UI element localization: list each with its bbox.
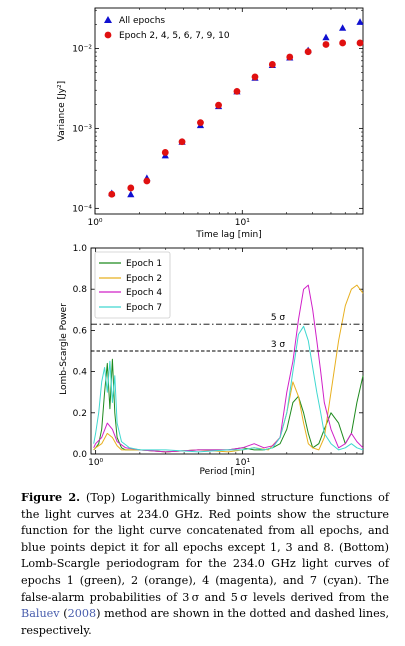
caption-label: Figure 2.: [21, 490, 81, 504]
point-epoch-subset: [233, 87, 241, 95]
point-epoch-subset: [251, 73, 259, 81]
three-sigma-label: 3 σ: [271, 340, 286, 350]
point-epoch-subset: [322, 41, 330, 48]
point-epoch-subset: [356, 39, 364, 47]
bottom-y-tick-label: 1.0: [73, 244, 88, 254]
citation-open-paren: (: [59, 607, 68, 621]
bottom-y-tick-label: 0.2: [73, 409, 87, 419]
bottom-legend: Epoch 1 Epoch 2 Epoch 4 Epoch 7: [94, 251, 171, 319]
five-sigma-label: 5 σ: [271, 313, 286, 323]
point-epoch-subset: [197, 119, 204, 127]
structure-function-panel: 10⁰ 10¹ 10⁻⁴ 10⁻³ 10⁻² Time lag [min] Varian…: [57, 7, 364, 240]
legend-epoch-subset: Epoch 2, 4, 5, 6, 7, 9, 10: [119, 31, 230, 41]
bottom-y-tick-label: 0.0: [73, 450, 88, 460]
bottom-x-tick-label: 10⁰: [88, 458, 103, 468]
bottom-series-lines: [93, 284, 364, 453]
periodogram-panel: 10⁰ 10¹ 0.0 0.2 0.4 0.6 0.8 1.0 5 σ 3 σ Period […: [59, 244, 364, 477]
top-legend: All epochs Epoch 2, 4, 5, 6, 7, 9, 10: [104, 16, 230, 41]
point-epoch-subset: [161, 149, 169, 156]
bottom-y-axis-label: Lomb-Scargle Power: [59, 303, 69, 395]
point-epoch-subset: [339, 39, 347, 47]
citation-close-paren: ): [96, 607, 101, 621]
figure-canvas: 10⁰ 10¹ 10⁻⁴ 10⁻³ 10⁻² Time lag [min] Varian…: [57, 7, 364, 477]
bottom-x-axis-label: Period [min]: [200, 467, 255, 477]
bottom-y-tick-label: 0.8: [73, 285, 88, 295]
point-all-epochs: [339, 24, 347, 31]
point-epoch-subset: [304, 48, 312, 56]
bottom-x-tick-label: 10¹: [235, 458, 250, 468]
top-ticks: 10⁰ 10¹ 10⁻⁴ 10⁻³ 10⁻²: [72, 8, 363, 228]
citation-link-author[interactable]: Baluev: [21, 607, 60, 621]
bottom-ticks: 10⁰ 10¹ 0.0 0.2 0.4 0.6 0.8 1.0: [73, 244, 363, 468]
point-all-epochs: [127, 190, 135, 198]
significance-lines: 5 σ 3 σ: [91, 313, 363, 352]
top-y-axis-label: Variance [Jy²]: [57, 81, 67, 141]
bottom-y-tick-label: 0.6: [73, 326, 88, 336]
top-axes-frame: [94, 7, 364, 215]
point-all-epochs: [356, 18, 364, 25]
legend-box: [94, 251, 171, 319]
legend-epoch-1: Epoch 1: [126, 259, 162, 269]
top-y-tick-label: 10⁻⁴: [72, 204, 92, 214]
point-epoch-subset: [215, 101, 222, 109]
series-line-epoch-7: [93, 325, 364, 453]
top-x-tick-label: 10¹: [235, 218, 250, 228]
legend-triangle-marker: [104, 16, 112, 23]
caption-text-1: (Top) Logarithmically binned structure f…: [21, 491, 389, 604]
top-y-tick-label: 10⁻²: [72, 44, 92, 54]
point-epoch-subset: [178, 138, 186, 146]
point-epoch-subset: [286, 53, 294, 61]
legend-epoch-4: Epoch 4: [126, 288, 162, 298]
figure-caption: Figure 2. (Top) Logarithmically binned s…: [21, 489, 389, 639]
top-x-tick-label: 10⁰: [87, 218, 102, 228]
top-data-marks: [108, 18, 364, 198]
point-epoch-subset: [108, 190, 116, 198]
legend-epoch-7: Epoch 7: [126, 303, 162, 313]
legend-all-epochs: All epochs: [119, 16, 165, 26]
legend-epoch-2: Epoch 2: [126, 274, 162, 284]
citation-link-year[interactable]: 2008: [67, 607, 97, 621]
point-all-epochs: [322, 33, 330, 41]
point-epoch-subset: [268, 61, 276, 68]
point-epoch-subset: [127, 184, 135, 192]
bottom-y-tick-label: 0.4: [73, 368, 88, 378]
legend-circle-marker: [104, 31, 112, 39]
top-x-axis-label: Time lag [min]: [195, 230, 261, 240]
caption-text-2: method are shown in the dotted and dashe…: [21, 607, 390, 637]
top-y-tick-label: 10⁻³: [72, 124, 92, 134]
point-epoch-subset: [143, 177, 151, 185]
